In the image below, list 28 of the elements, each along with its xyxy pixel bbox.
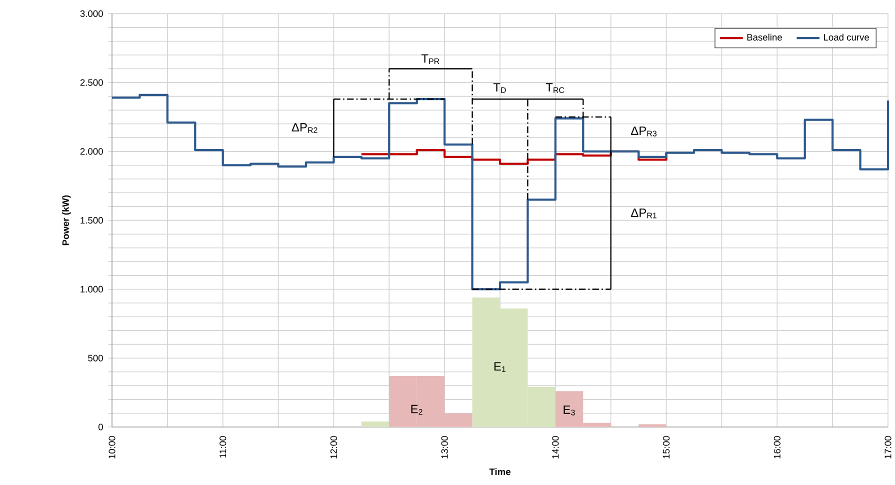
x-tick-label: 14:00 [552, 436, 559, 458]
x-tick-label: 13:00 [441, 436, 448, 458]
x-tick-label: 16:00 [774, 436, 780, 458]
x-tick-label: 12:00 [330, 436, 338, 458]
annotation: ΔP$_{R2}$ [292, 123, 318, 133]
annotation: E$_{3}$ [564, 406, 575, 416]
annotation: E$_{1}$ [494, 362, 506, 372]
x-tick-label: 17:00 [884, 436, 892, 458]
annotation: ΔP$_{R1}$ [631, 208, 657, 218]
y-tick-label: 500 [88, 354, 103, 362]
y-tick-label: 3.000 [80, 10, 103, 17]
x-tick-label: 11:00 [220, 436, 226, 458]
annotation: T$_{D}$ [493, 83, 506, 93]
annotation: E$_{2}$ [411, 404, 422, 415]
x-axis-title: Time [489, 468, 510, 476]
annotation: T$_{RC}$ [546, 83, 564, 93]
y-tick-label: 2.500 [80, 79, 103, 86]
y-axis-title: Power (kW) [62, 195, 71, 246]
x-tick-label: 10:00 [108, 436, 116, 458]
x-tick-label: 15:00 [663, 436, 670, 458]
legend-label: Load curve [824, 34, 869, 41]
annotation: T$_{PR}$ [421, 54, 440, 64]
y-tick-label: 0 [98, 424, 103, 430]
annotation: ΔP$_{R3}$ [631, 126, 657, 136]
y-tick-label: 2.000 [80, 148, 103, 155]
y-tick-label: 1.500 [80, 217, 103, 224]
legend-label: Baseline [747, 34, 782, 41]
y-tick-label: 1.000 [80, 286, 103, 293]
